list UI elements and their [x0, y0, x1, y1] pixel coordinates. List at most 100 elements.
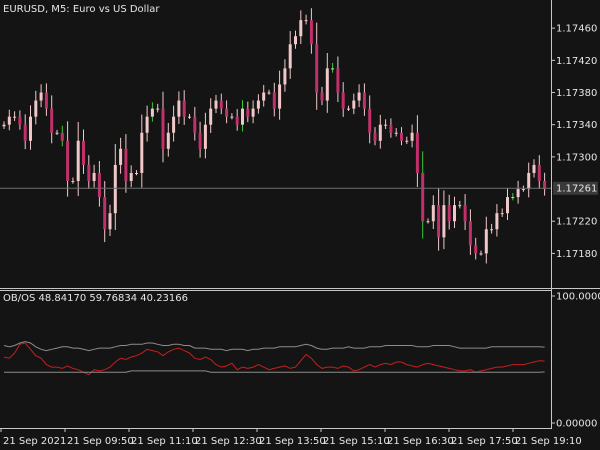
- candle-body: [29, 116, 32, 141]
- time-tick-label: 21 Sep 11:10: [131, 436, 198, 447]
- price-tick-label: 1.17180: [556, 249, 597, 260]
- candle-body: [331, 68, 335, 70]
- candle-body: [166, 132, 170, 149]
- candle-body: [294, 36, 297, 45]
- candle-body: [87, 164, 91, 182]
- price-tick-label: 1.17300: [556, 152, 597, 163]
- candle-body: [410, 132, 414, 141]
- candle-body: [543, 181, 547, 190]
- price-tick-label: 1.17380: [556, 88, 597, 99]
- candle-body: [347, 108, 350, 110]
- oscillator-tick-label: 100.00000: [556, 292, 600, 303]
- candle-body: [156, 108, 160, 110]
- candle-body: [140, 132, 144, 173]
- candle-body: [490, 229, 494, 231]
- candle-body: [145, 116, 149, 133]
- time-tick-label: 21 Sep 13:50: [259, 436, 326, 447]
- candle-body: [76, 140, 80, 182]
- candle-body: [527, 172, 531, 190]
- candle-body: [495, 213, 499, 230]
- candle-body: [225, 108, 229, 117]
- candle-body: [7, 116, 11, 125]
- candle-body: [426, 221, 430, 223]
- price-tick-label: 1.17420: [556, 56, 597, 67]
- candle-body: [453, 205, 456, 222]
- time-tick-label: 21 Sep 15:10: [323, 436, 390, 447]
- candle-body: [203, 124, 207, 149]
- candle-body: [378, 124, 382, 141]
- candle-body: [119, 148, 123, 165]
- current-price-label: 1.17261: [556, 184, 597, 195]
- candle-body: [474, 245, 478, 254]
- candle-body: [373, 132, 377, 141]
- candle-body: [172, 116, 176, 133]
- candle-body: [405, 140, 409, 142]
- candle-body: [431, 205, 435, 222]
- candle-body: [532, 164, 536, 173]
- candle-body: [415, 132, 419, 173]
- candle-body: [177, 100, 181, 117]
- candle-body: [463, 205, 467, 222]
- candle-body: [18, 116, 22, 125]
- candle-body: [23, 124, 27, 141]
- candle-body: [299, 20, 303, 37]
- price-tick-label: 1.17460: [556, 24, 597, 35]
- upper-band-line: [3, 341, 545, 352]
- candle-body: [44, 92, 48, 109]
- candle-body: [214, 100, 218, 109]
- candle-body: [537, 164, 541, 182]
- time-tick-label: 21 Sep 2021: [3, 436, 66, 447]
- oscillator-series: [3, 341, 545, 376]
- candle-body: [50, 108, 54, 133]
- time-tick-label: 21 Sep 09:50: [67, 436, 134, 447]
- candle-body: [262, 92, 266, 101]
- candle-body: [352, 100, 356, 109]
- candle-body: [479, 253, 483, 255]
- candle-body: [267, 92, 271, 94]
- candle-body: [468, 221, 472, 246]
- time-tick-label: 21 Sep 16:30: [387, 436, 454, 447]
- candle-body: [219, 100, 223, 109]
- candle-body: [13, 116, 17, 118]
- price-tick-label: 1.17220: [556, 217, 597, 228]
- candle-body: [66, 140, 70, 182]
- candle-body: [198, 132, 202, 149]
- candle-body: [193, 116, 197, 133]
- price-tick-label: 1.17340: [556, 120, 597, 131]
- candle-body: [320, 92, 324, 101]
- candle-body: [384, 124, 388, 126]
- candle-body: [108, 213, 112, 230]
- candle-body: [71, 181, 75, 183]
- lower-band-line: [4, 370, 545, 373]
- candle-body: [288, 44, 292, 69]
- candle-body: [97, 172, 101, 198]
- candle-body: [362, 92, 366, 109]
- candle-body: [500, 213, 504, 215]
- candle-body: [506, 197, 509, 214]
- candle-body: [447, 205, 451, 222]
- candle-body: [129, 172, 133, 182]
- candle-body: [304, 20, 308, 22]
- oscillator-line: [3, 342, 545, 376]
- candle-body: [60, 132, 64, 141]
- candle-body: [251, 108, 255, 117]
- candle-body: [256, 100, 260, 109]
- candle-body: [230, 116, 234, 118]
- candle-body: [209, 108, 213, 125]
- candle-body: [437, 205, 441, 238]
- candle-body: [246, 108, 250, 117]
- candle-body: [241, 108, 244, 125]
- candle-body: [124, 148, 128, 182]
- candle-body: [103, 197, 107, 230]
- candle-body: [442, 205, 446, 238]
- candle-body: [315, 44, 319, 93]
- time-tick-label: 21 Sep 12:30: [195, 436, 262, 447]
- candle-body: [182, 100, 186, 117]
- candle-body: [389, 124, 393, 133]
- candle-body: [235, 116, 239, 125]
- candle-body: [161, 108, 165, 149]
- time-tick-label: 21 Sep 19:10: [515, 436, 582, 447]
- price-axis-ticks: 1.17460 1.17420 1.17380 1.17340 1.17300 1.172…: [551, 24, 597, 260]
- candle-body: [272, 92, 276, 109]
